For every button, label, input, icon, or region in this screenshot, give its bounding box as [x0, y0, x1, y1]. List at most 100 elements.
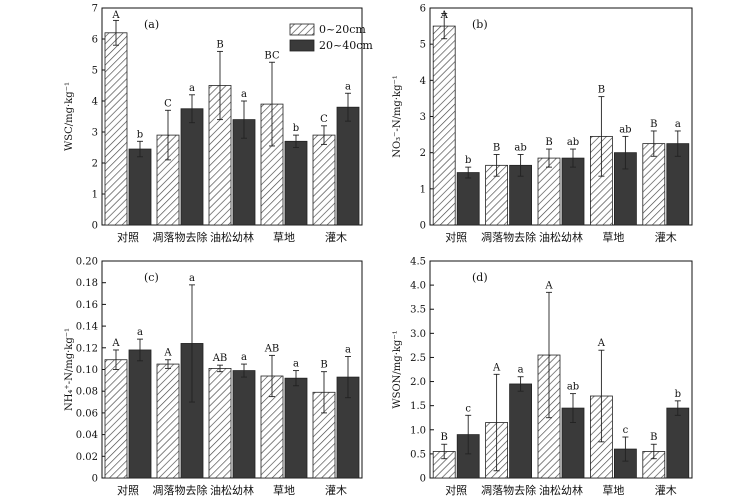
y-tick-label: 4 — [92, 97, 98, 108]
y-tick-label: 6 — [92, 35, 98, 46]
significance-label: a — [518, 365, 524, 376]
significance-label: AB — [264, 343, 280, 354]
category-label: 灌木 — [325, 484, 347, 497]
category-label: 灌木 — [655, 231, 677, 244]
bar-0-20cm — [156, 363, 180, 479]
y-tick-label: 1 — [420, 184, 426, 195]
y-tick-label: 5 — [420, 40, 426, 51]
significance-label: B — [493, 142, 500, 153]
significance-label: a — [345, 344, 351, 355]
y-tick-label: 3.5 — [410, 305, 426, 316]
bar-0-20cm — [537, 157, 561, 226]
category-label: 凋落物去除 — [153, 230, 208, 244]
panel-1: 0 1 2 3 4 5 6 7 WSC/mg·kg⁻¹ (a) 对照 Ab 凋落物去除 Ca 油松幼林 Ba 草… — [64, 4, 363, 244]
significance-label: A — [597, 338, 606, 349]
y-tick-label: 0 — [92, 474, 98, 485]
category-label: 油松幼林 — [210, 483, 254, 497]
y-tick-label: 2.5 — [410, 353, 426, 364]
category-label: 凋落物去除 — [481, 230, 536, 244]
y-tick-label: 1 — [92, 190, 98, 201]
category-label: 油松幼林 — [539, 483, 583, 497]
legend-label-20-40cm: 20~40cm — [319, 39, 373, 52]
y-tick-label: 7 — [92, 4, 98, 15]
category-label: 灌木 — [655, 484, 677, 497]
y-tick-label: 0 — [420, 474, 426, 485]
y-tick-label: 0.10 — [76, 365, 98, 376]
panel-label: (b) — [472, 18, 488, 31]
panel-3: 0 0.02 0.04 0.06 0.08 0.10 0.12 0.14 0.16 0.18 0.2… — [64, 257, 363, 497]
significance-label: b — [293, 123, 299, 134]
y-tick-label: 0.16 — [76, 300, 98, 311]
y-axis-label: NH₄⁺-N/mg·kg⁻¹ — [64, 328, 75, 411]
category-label: 凋落物去除 — [153, 483, 208, 497]
panel-2: 0 1 2 3 4 5 6 NO₃⁻-N/mg·kg⁻¹ (b) 对照 Ab 凋落物去除 B ab 油松幼林… — [392, 4, 693, 244]
significance-label: C — [320, 114, 328, 125]
plot-frame — [429, 260, 693, 479]
y-tick-label: 0.5 — [410, 449, 426, 460]
bar-0-20cm — [104, 32, 128, 226]
y-tick-label: 4 — [420, 76, 426, 87]
bar-20-40cm — [561, 157, 585, 226]
y-tick-label: 0.04 — [76, 430, 98, 441]
category-label: 油松幼林 — [210, 230, 254, 244]
significance-label: a — [293, 359, 299, 370]
y-tick-label: 0.02 — [76, 452, 98, 463]
significance-label: b — [675, 389, 681, 400]
category-label: 对照 — [117, 230, 139, 244]
y-axis-label: NO₃⁻-N/mg·kg⁻¹ — [392, 75, 403, 158]
category-label: 凋落物去除 — [481, 483, 536, 497]
bar-20-40cm — [180, 108, 204, 226]
bar-0-20cm — [104, 359, 128, 479]
significance-label: AB — [212, 353, 228, 364]
significance-label: a — [241, 89, 247, 100]
y-tick-label: 1.0 — [410, 425, 426, 436]
bar-0-20cm — [432, 25, 456, 226]
y-tick-label: 0.08 — [76, 387, 98, 398]
significance-label: A — [163, 348, 172, 359]
bar-0-20cm — [312, 134, 336, 226]
bar-20-40cm — [284, 140, 308, 226]
y-tick-label: 0 — [420, 221, 426, 232]
y-tick-label: 0.12 — [76, 343, 98, 354]
y-tick-label: 0.18 — [76, 278, 98, 289]
y-tick-label: 0.20 — [76, 257, 98, 268]
significance-label: a — [137, 327, 143, 338]
significance-label: a — [189, 83, 195, 94]
panel-label: (a) — [144, 18, 159, 31]
significance-label: B — [598, 85, 605, 96]
legend: 0~20cm 20~40cm — [289, 23, 373, 52]
significance-label: B — [545, 137, 552, 148]
category-label: 对照 — [445, 230, 467, 244]
category-label: 草地 — [602, 231, 624, 244]
bar-20-40cm — [128, 349, 152, 479]
legend-swatch-0-20cm — [289, 23, 315, 36]
y-tick-label: 3 — [92, 128, 98, 139]
y-tick-label: 4.0 — [410, 281, 426, 292]
legend-label-0-20cm: 0~20cm — [319, 23, 366, 36]
y-tick-label: 0.06 — [76, 408, 98, 419]
category-label: 灌木 — [325, 231, 347, 244]
y-tick-label: 2 — [92, 159, 98, 170]
significance-label: ab — [567, 382, 579, 393]
panel-label: (d) — [472, 271, 488, 284]
significance-label: b — [465, 155, 471, 166]
bar-20-40cm — [336, 106, 360, 226]
y-tick-label: 3 — [420, 112, 426, 123]
y-tick-label: 3.0 — [410, 329, 426, 340]
category-label: 对照 — [445, 483, 467, 497]
bar-20-40cm — [128, 148, 152, 226]
significance-label: B — [320, 360, 327, 371]
significance-label: a — [345, 81, 351, 92]
bar-0-20cm — [208, 368, 232, 479]
significance-label: c — [623, 425, 629, 436]
category-label: 对照 — [117, 483, 139, 497]
bar-20-40cm — [509, 383, 533, 479]
significance-label: b — [137, 129, 143, 140]
y-tick-label: 4.5 — [410, 257, 426, 268]
significance-label: ab — [514, 142, 526, 153]
significance-label: A — [111, 10, 120, 21]
y-tick-label: 2 — [420, 148, 426, 159]
y-tick-label: 0.14 — [76, 322, 98, 333]
significance-label: B — [650, 432, 657, 443]
